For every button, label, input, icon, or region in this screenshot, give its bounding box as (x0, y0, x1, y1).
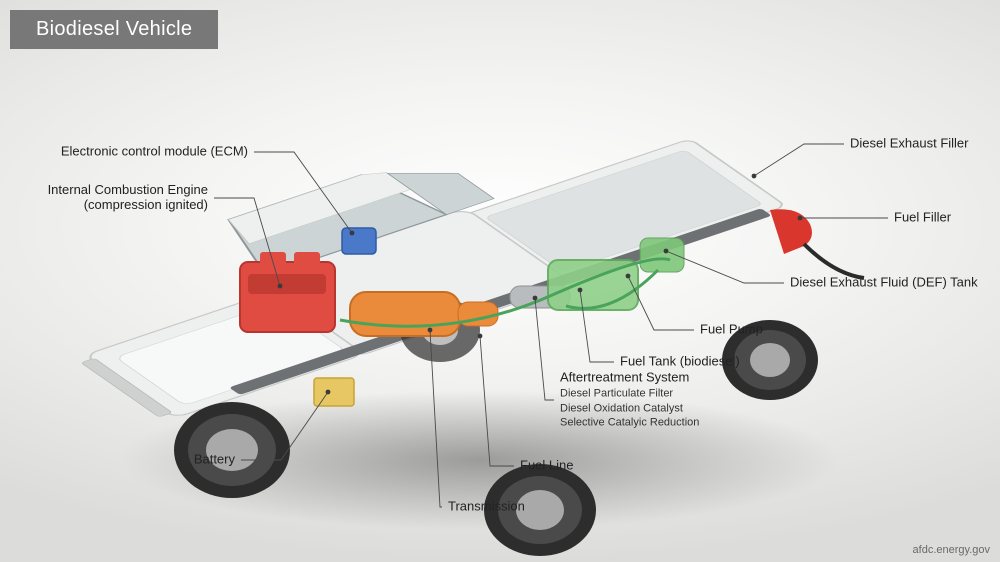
leader-dot (428, 328, 433, 333)
credit-text: afdc.energy.gov (913, 544, 990, 556)
leader-dot (752, 174, 757, 179)
leader-line (535, 298, 554, 400)
callout-fuel_pump: Fuel Pump (700, 323, 763, 338)
callout-ecm: Electronic control module (ECM) (61, 145, 248, 160)
leader-dot (350, 231, 355, 236)
wheel-front-left (174, 402, 290, 498)
leader-dot (578, 288, 583, 293)
callout-battery: Battery (194, 453, 235, 468)
battery-unit (314, 378, 354, 406)
callout-def_tank: Diesel Exhaust Fluid (DEF) Tank (790, 276, 978, 291)
callout-engine: Internal Combustion Engine(compression i… (48, 183, 208, 213)
leader-dot (326, 390, 331, 395)
leader-dot (533, 296, 538, 301)
callout-after: Aftertreatment SystemDiesel Particulate … (560, 371, 699, 430)
leader-line (754, 144, 844, 176)
leader-dot (478, 334, 483, 339)
callout-fuel_line: Fuel Line (520, 459, 573, 474)
diagram-stage: Biodiesel Vehicle (0, 0, 1000, 562)
def-tank (640, 238, 684, 272)
callout-sub: Diesel Oxidation Catalyst (560, 402, 699, 415)
callout-sub: Selective Catalyic Reduction (560, 417, 699, 430)
callout-def_filler: Diesel Exhaust Filler (850, 137, 969, 152)
ecm-module (342, 228, 376, 254)
leader-dot (798, 216, 803, 221)
leader-dot (626, 274, 631, 279)
callout-fuel_tank: Fuel Tank (biodiesel) (620, 355, 740, 370)
leader-dot (664, 249, 669, 254)
callout-transmission: Transmission (448, 500, 525, 515)
fuel-nozzle (770, 209, 864, 278)
callout-sub: Diesel Particulate Filter (560, 388, 699, 401)
engine-block (240, 252, 335, 332)
callout-fuel_filler: Fuel Filler (894, 211, 951, 226)
leader-dot (278, 284, 283, 289)
